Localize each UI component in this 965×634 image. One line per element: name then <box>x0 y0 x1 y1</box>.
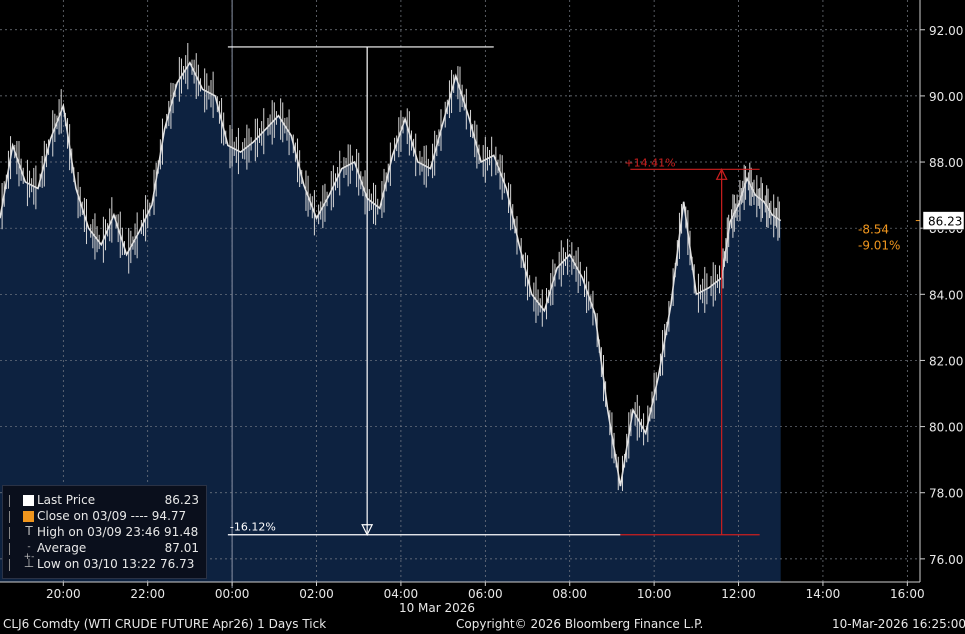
x-tick-label-10: 16:00 <box>890 587 925 601</box>
chart-legend: Last Price 86.23 Close on 03/09 ---- 94.… <box>2 485 207 579</box>
x-tick-label-4: 04:00 <box>384 587 419 601</box>
change-percent: -9.01% <box>858 239 900 253</box>
x-tick-label-9: 14:00 <box>806 587 841 601</box>
y-tick-label-0: 76.00 <box>929 553 963 567</box>
x-tick-label-3: 02:00 <box>299 587 334 601</box>
rebound-label: +14.41% <box>624 156 675 169</box>
low-marker-icon: ⊥ <box>23 556 35 570</box>
x-tick-label-0: 20:00 <box>46 587 81 601</box>
y-tick-label-1: 78.00 <box>929 487 963 501</box>
change-absolute: -8.54 <box>858 223 889 237</box>
x-tick-label-6: 08:00 <box>552 587 587 601</box>
legend-label-low: Low on 03/10 13:22 76.73 <box>37 557 195 571</box>
x-tick-label-5: 06:00 <box>468 587 503 601</box>
price-area <box>0 62 781 583</box>
footer-timestamp: 10-Mar-2026 16:25:00 <box>832 617 965 631</box>
legend-row-low: ⊥ Low on 03/10 13:22 76.73 <box>3 556 206 572</box>
legend-row-average: -+- Average 87.01 <box>3 540 206 562</box>
y-tick-label-4: 84.00 <box>929 288 963 302</box>
last-price-badge-label: 86.23 <box>928 215 962 229</box>
legend-row-last-price: Last Price 86.23 <box>3 492 206 508</box>
close-swatch <box>23 511 34 522</box>
y-tick-label-8: 92.00 <box>929 24 963 38</box>
legend-label-average: Average <box>37 541 87 555</box>
high-marker-icon: T <box>25 524 33 538</box>
legend-label-close: Close on 03/09 ---- 94.77 <box>37 509 187 523</box>
y-tick-label-3: 82.00 <box>929 354 963 368</box>
footer-ticker: CLJ6 Comdty (WTI CRUDE FUTURE Apr26) 1 D… <box>3 617 327 631</box>
y-tick-label-2: 80.00 <box>929 421 963 435</box>
legend-value-last-price: 86.23 <box>164 493 199 507</box>
legend-row-high: T High on 03/09 23:46 91.48 <box>3 524 206 540</box>
footer-copyright: Copyright© 2026 Bloomberg Finance L.P. <box>456 617 704 631</box>
last-price-badge <box>922 211 965 230</box>
x-tick-label-2: 00:00 <box>215 587 250 601</box>
drawdown-label: -16.12% <box>230 521 276 534</box>
x-tick-label-8: 12:00 <box>721 587 756 601</box>
y-tick-label-6: 88.00 <box>929 156 963 170</box>
x-tick-label-1: 22:00 <box>130 587 165 601</box>
x-tick-label-7: 10:00 <box>637 587 672 601</box>
x-date-label: 10 Mar 2026 <box>399 601 475 615</box>
legend-row-close: Close on 03/09 ---- 94.77 <box>3 508 206 524</box>
legend-value-average: 87.01 <box>164 541 199 555</box>
legend-label-last-price: Last Price <box>37 493 96 507</box>
y-tick-label-7: 90.00 <box>929 90 963 104</box>
last-price-swatch <box>23 495 34 506</box>
average-line-icon: -+- <box>23 542 35 562</box>
rebound-arrowhead <box>715 167 728 180</box>
legend-label-high: High on 03/09 23:46 91.48 <box>37 525 199 539</box>
drawdown-arrowhead <box>361 524 374 537</box>
